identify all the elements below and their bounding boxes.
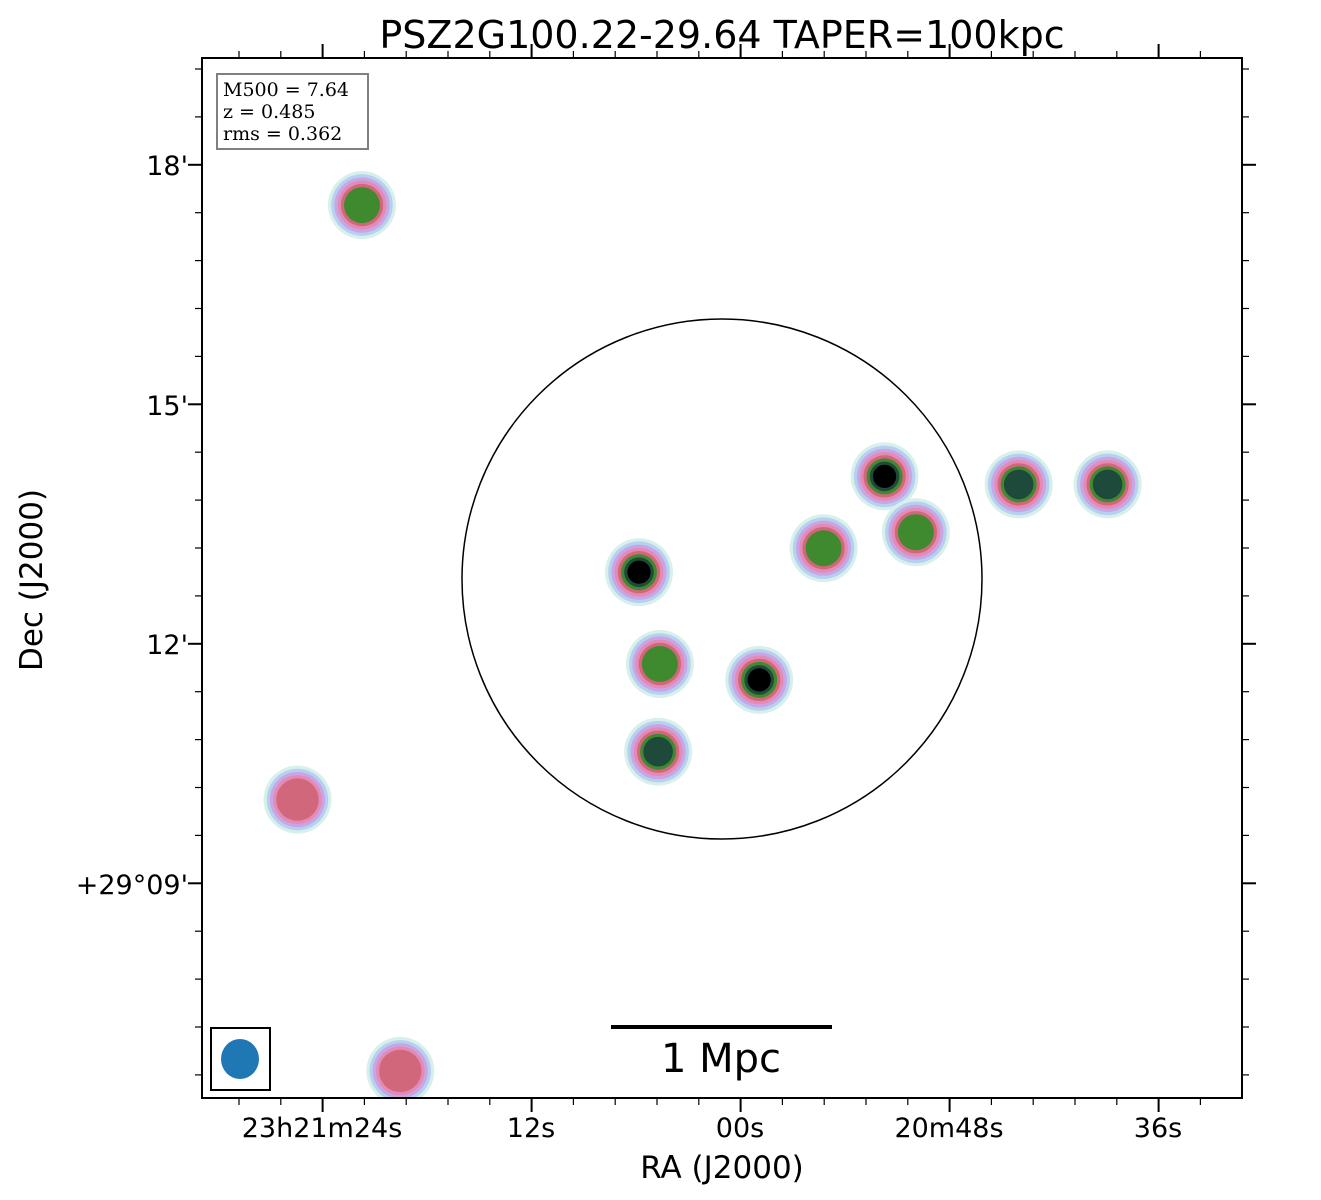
y-axis-label: Dec (J2000)	[14, 489, 50, 671]
beam-ellipse	[221, 1039, 259, 1079]
chart-title: PSZ2G100.22-29.64 TAPER=100kpc	[379, 13, 1064, 57]
beam-box	[210, 1027, 271, 1091]
radio-source	[263, 765, 332, 834]
source-contour	[627, 560, 651, 584]
source-contour	[1003, 469, 1034, 500]
radio-source	[881, 498, 950, 567]
source-contour	[873, 464, 897, 488]
y-tick-label: 15'	[146, 391, 188, 422]
source-contour	[379, 1049, 422, 1093]
source-contour	[1092, 469, 1123, 500]
x-tick-label: 12s	[507, 1113, 555, 1144]
x-axis-label: RA (J2000)	[640, 1150, 804, 1186]
source-contour	[897, 514, 934, 551]
radio-source	[725, 645, 794, 714]
source-contour	[747, 668, 771, 692]
y-tick-label: 12'	[146, 630, 188, 661]
x-tick-label: 36s	[1134, 1113, 1182, 1144]
x-tick-label: 23h21m24s	[242, 1113, 403, 1144]
radio-source	[984, 450, 1053, 519]
axis-ticks	[188, 44, 1256, 1112]
radio-source	[1244, 83, 1312, 151]
r500-circle	[461, 318, 983, 840]
source-contour	[276, 778, 319, 821]
x-tick-label: 20m48s	[894, 1113, 1003, 1144]
source-contour	[1264, 103, 1294, 133]
scale-bar: 1 Mpc	[611, 1025, 832, 1082]
radio-source	[366, 1036, 435, 1098]
source-contour	[344, 187, 380, 224]
scale-bar-label: 1 Mpc	[661, 1036, 781, 1082]
source-contour	[1260, 99, 1296, 135]
info-redshift: z = 0.485	[223, 101, 315, 123]
info-rms: rms = 0.362	[223, 123, 342, 145]
y-tick-label: +29°09'	[76, 870, 188, 901]
source-contour	[643, 736, 673, 767]
source-contour	[1248, 87, 1310, 149]
source-contour	[1251, 90, 1306, 145]
info-box-frame	[216, 73, 369, 150]
source-contour	[1244, 83, 1312, 151]
radio-source	[1073, 450, 1142, 519]
source-contour	[641, 646, 678, 682]
y-tick-label: 18'	[146, 151, 188, 182]
info-mass: M500 = 7.64	[223, 79, 349, 101]
radio-source	[624, 717, 693, 786]
info-box: M500 = 7.64 z = 0.485 rms = 0.362	[216, 73, 369, 150]
radio-source	[789, 514, 858, 583]
plot-area	[202, 58, 1312, 1098]
radio-image	[263, 83, 1312, 1098]
radio-source	[605, 538, 673, 607]
source-contour	[1257, 96, 1299, 138]
radio-source	[625, 630, 694, 698]
x-tick-label: 00s	[716, 1113, 764, 1144]
source-contour	[805, 530, 842, 567]
plot-frame	[201, 57, 1243, 1099]
x-tick-labels: 23h21m24s 12s 00s 20m48s 36s	[242, 1113, 1183, 1144]
radio-source	[850, 442, 919, 511]
radio-source	[328, 171, 396, 240]
source-contour	[1254, 93, 1303, 142]
y-tick-labels: 18' 15' 12' +29°09'	[76, 151, 188, 901]
